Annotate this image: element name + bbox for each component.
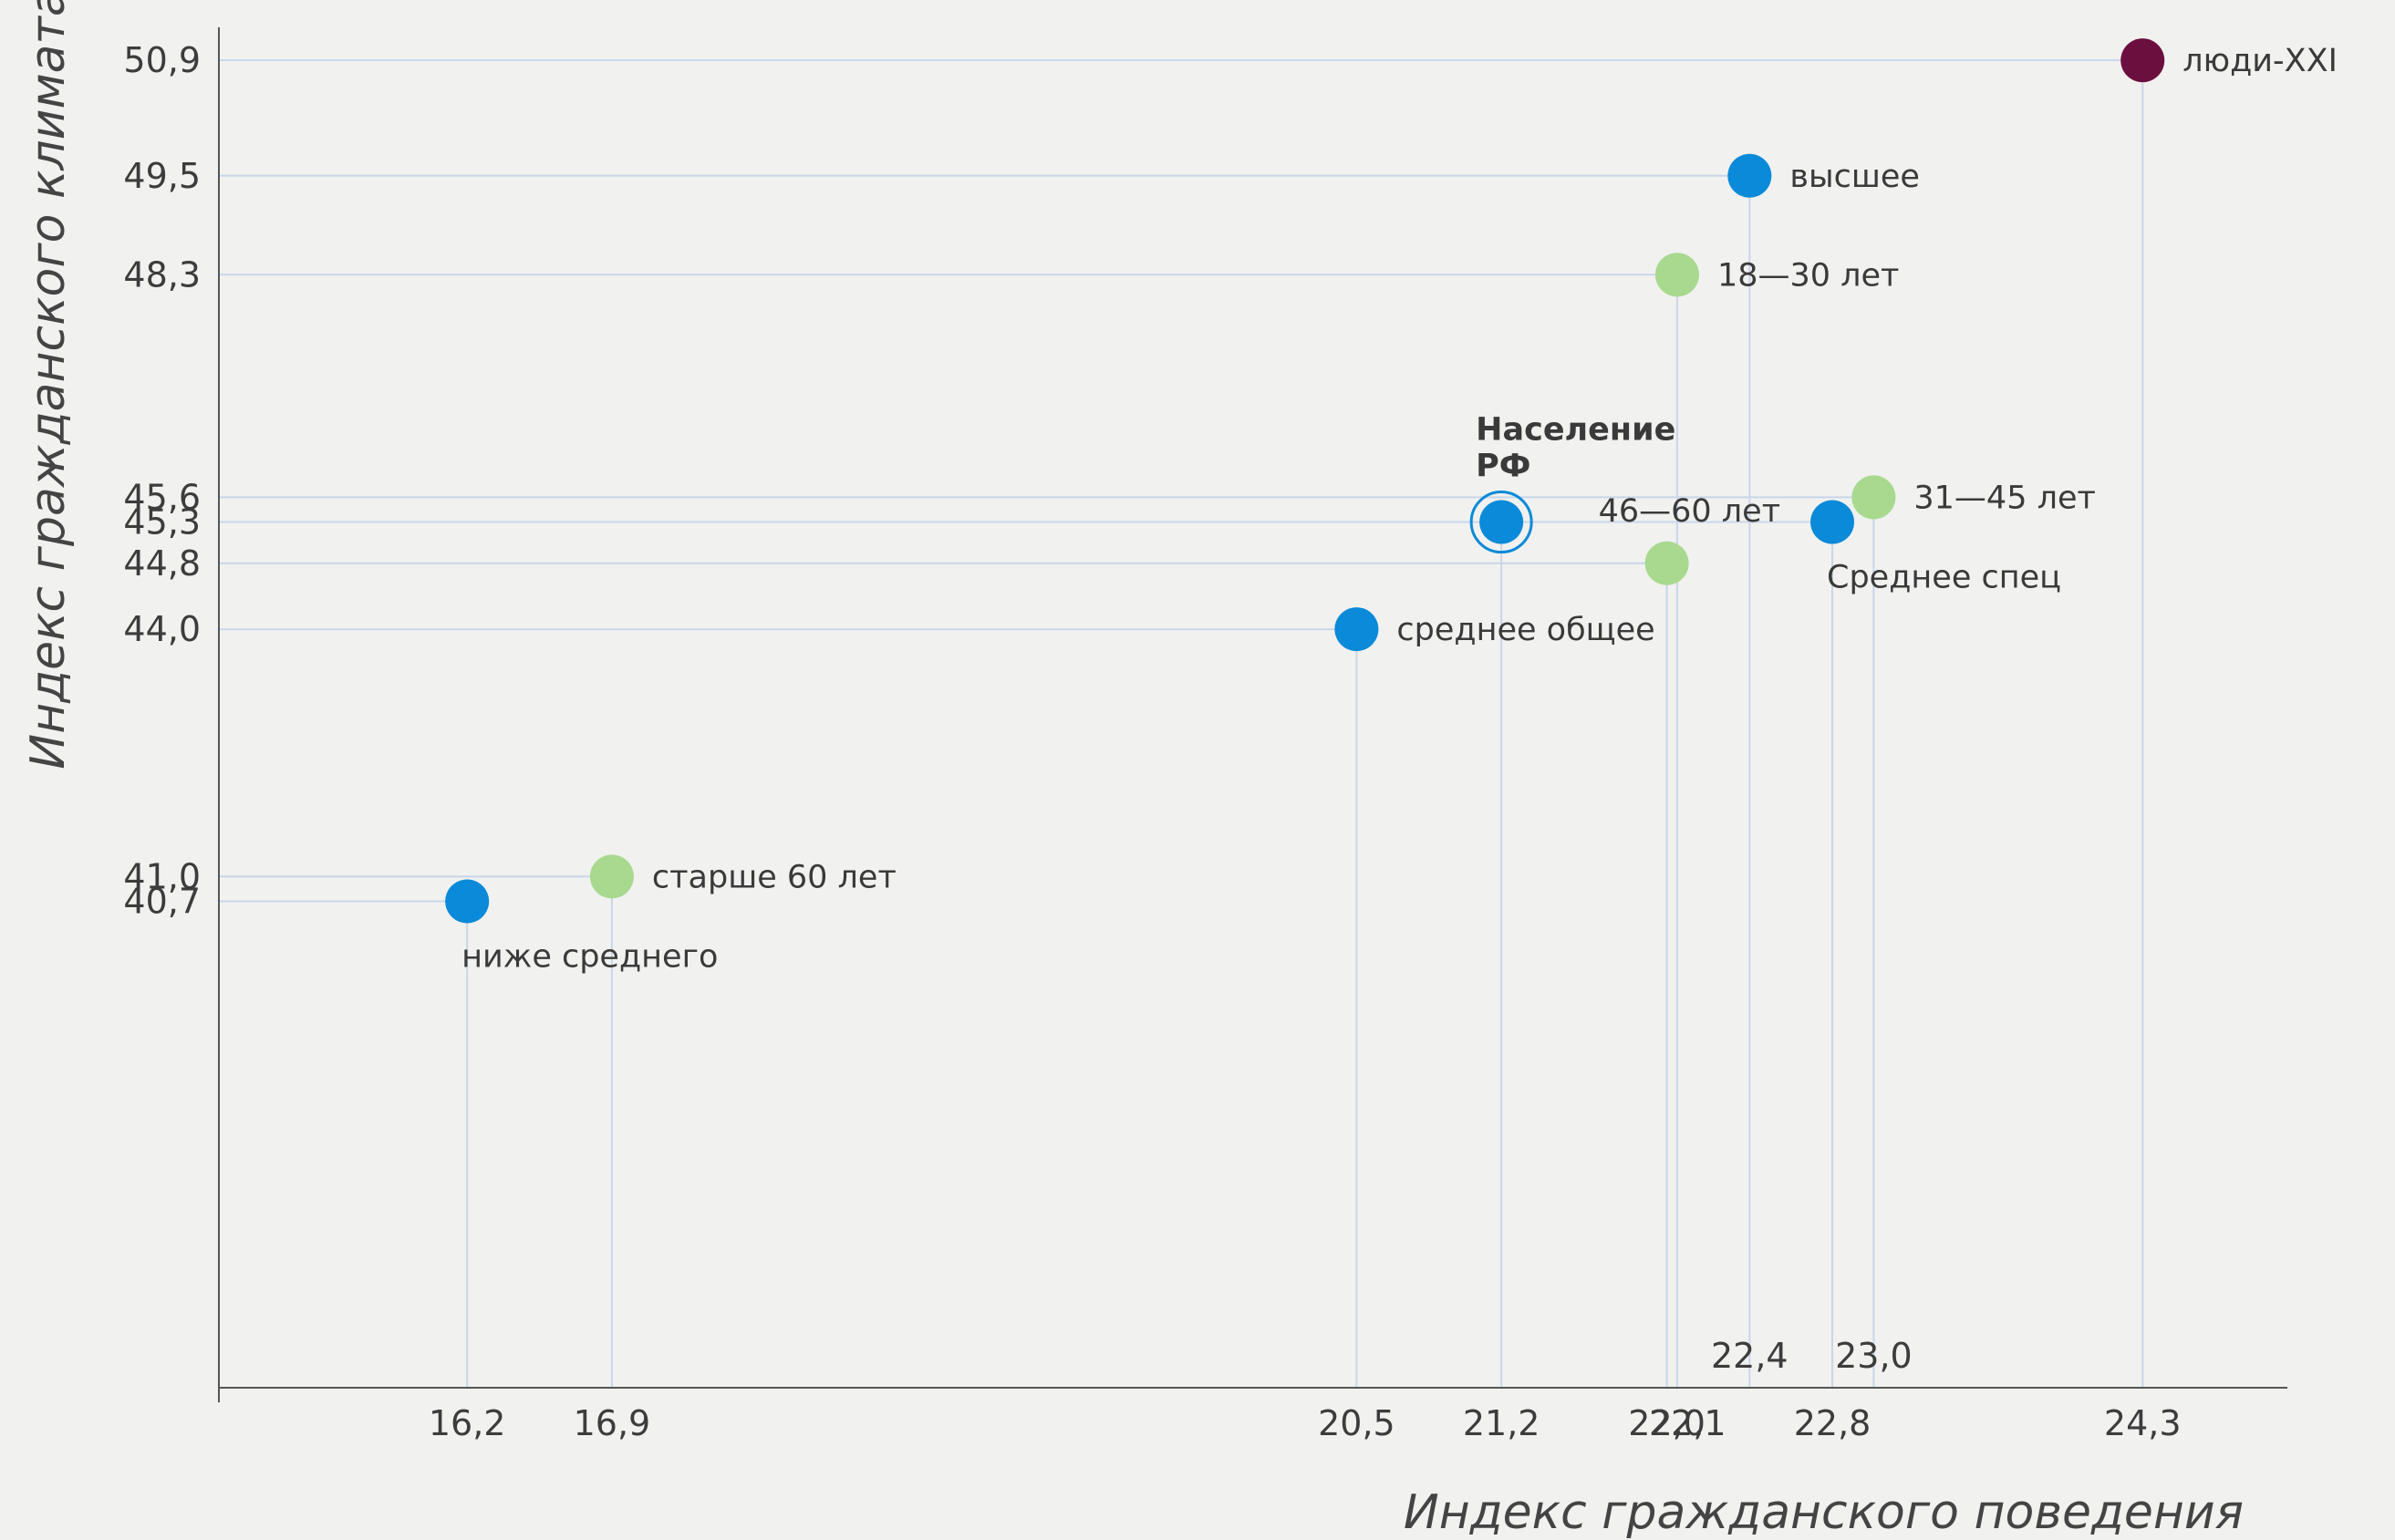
point-highlight-ring [1469, 491, 1533, 554]
data-points [445, 38, 2165, 924]
point-label-4: 46—60 лет [1599, 493, 1781, 530]
x-axis-title: Индекс гражданского поведения [1404, 1485, 2244, 1540]
point-labels: люди-XXI высшее 18—30 лет Население РФ 46—60 … [461, 43, 2338, 975]
point-label-1: высшее [1789, 159, 1920, 195]
point-0 [2120, 38, 2165, 83]
point-label-2: 18—30 лет [1717, 257, 1900, 294]
y-tick-2: 48,3 [123, 254, 201, 295]
point-2 [1654, 253, 1699, 297]
point-7 [1334, 607, 1379, 652]
point-label-3: Население РФ [1476, 412, 1675, 485]
x-tick-1: 16,9 [574, 1403, 651, 1443]
x-tick-8: 23,0 [1835, 1336, 1913, 1376]
x-tick-4: 22,0 [1628, 1403, 1706, 1443]
x-tick-7: 22,8 [1794, 1403, 1871, 1443]
point-label-9: ниже среднего [461, 938, 718, 975]
y-tick-6: 44,0 [123, 609, 201, 649]
y-tick-3: 45,6 [123, 477, 201, 517]
x-tick-5: 22,1 [1649, 1403, 1726, 1443]
x-tick-labels: 16,2 16,9 20,5 21,2 22,022,1 22,422,8 23,0 24,3 [429, 1336, 2182, 1443]
guide-lines [219, 59, 2144, 1388]
x-tick-0: 16,2 [429, 1403, 506, 1443]
x-tick-2: 20,5 [1318, 1403, 1395, 1443]
point-5 [1810, 500, 1855, 544]
y-tick-1: 49,5 [123, 156, 201, 196]
point-6 [1851, 475, 1896, 520]
point-label-0: люди-XXI [2182, 43, 2338, 79]
x-tick-6: 22,4 [1711, 1336, 1788, 1376]
y-tick-labels: 50,9 49,5 48,3 45,645,344,8 44,0 41,040,7 [123, 40, 201, 921]
point-8 [589, 854, 634, 899]
point-9 [445, 879, 490, 924]
point-label-6: 31—45 лет [1913, 480, 2096, 516]
point-label-8: старше 60 лет [652, 859, 897, 895]
point-1 [1727, 153, 1772, 198]
y-tick-0: 50,9 [123, 40, 201, 80]
y-tick-8: 40,7 [123, 881, 201, 921]
y-tick-7: 41,0 [123, 856, 201, 896]
y-tick-4: 45,3 [123, 502, 201, 543]
x-tick-9: 24,3 [2104, 1403, 2182, 1443]
point-3 [1479, 500, 1524, 544]
y-axis-title: Индекс гражданского климата [21, 0, 76, 770]
point-4 [1644, 541, 1689, 585]
axes [218, 27, 2287, 1402]
y-tick-5: 44,8 [123, 543, 201, 584]
point-label-5: Среднее спец [1827, 560, 2061, 596]
x-tick-3: 21,2 [1463, 1403, 1540, 1443]
point-label-7: среднее общее [1396, 612, 1654, 648]
